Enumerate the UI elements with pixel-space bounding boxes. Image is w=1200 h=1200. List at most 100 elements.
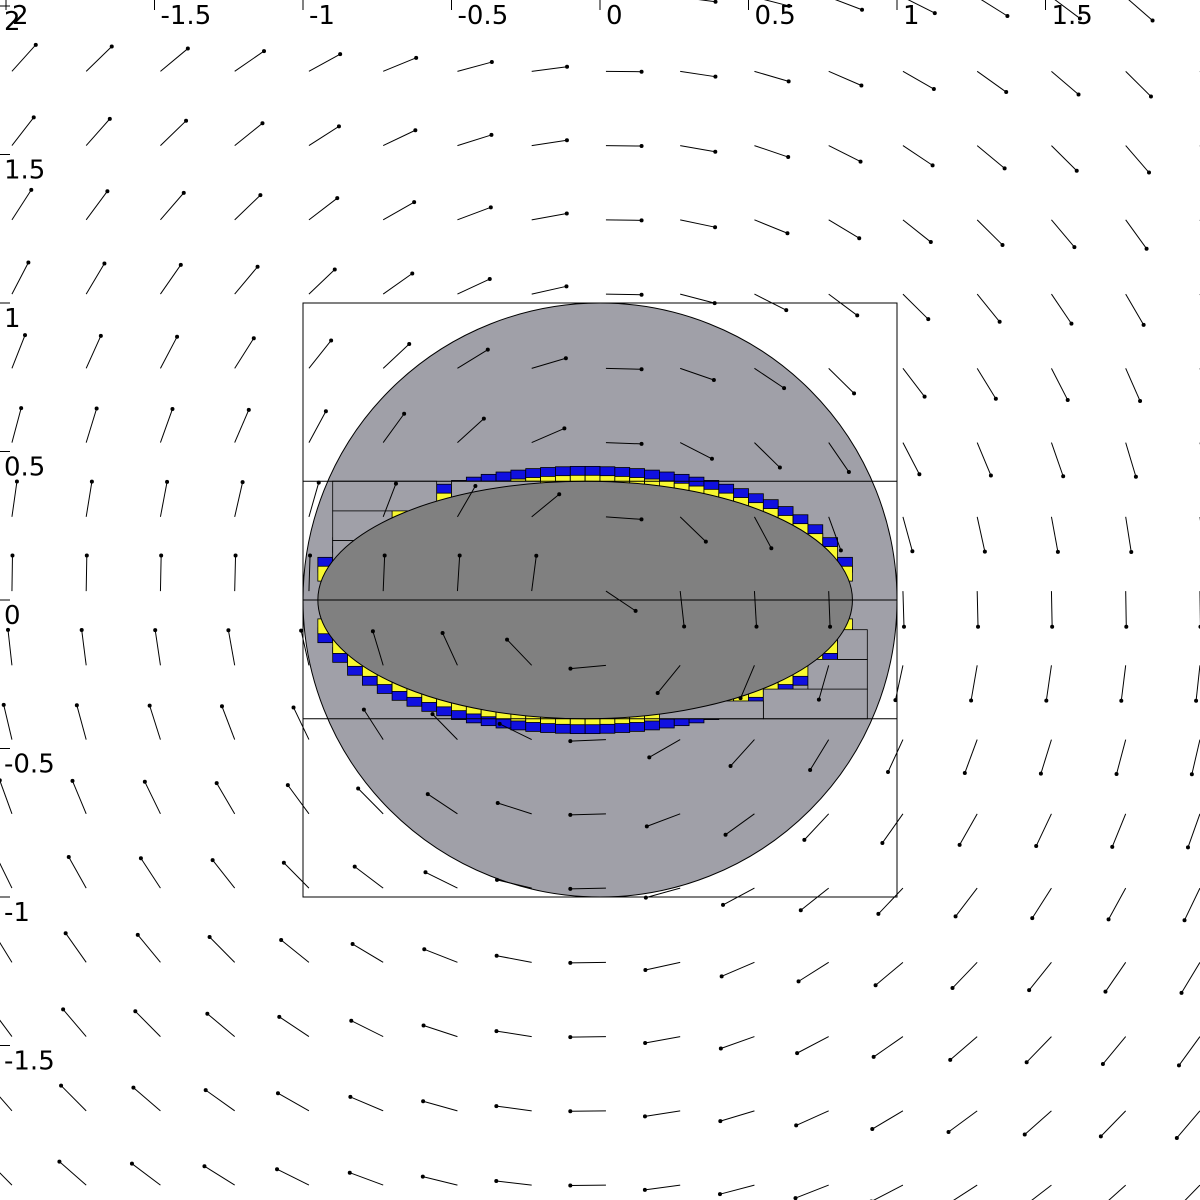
vector-arrow bbox=[350, 1096, 384, 1112]
vector-arrow-head bbox=[639, 218, 644, 223]
vector-arrow-head bbox=[210, 858, 215, 863]
vector-arrow-head bbox=[564, 284, 569, 289]
vector-arrow bbox=[959, 813, 978, 846]
vector-arrow-head bbox=[440, 630, 445, 635]
vector-arrow-head bbox=[796, 979, 801, 984]
vector-arrow bbox=[570, 664, 606, 670]
vector-arrow-head bbox=[1030, 916, 1035, 921]
vector-arrow bbox=[85, 46, 113, 72]
vector-arrow-head bbox=[138, 856, 143, 861]
vector-arrow bbox=[72, 780, 87, 815]
vector-arrow-head bbox=[1022, 1132, 1027, 1137]
vector-arrow-head bbox=[777, 465, 782, 470]
vector-arrow bbox=[754, 293, 787, 311]
vector-arrow-head bbox=[59, 1083, 64, 1088]
y-tick-label: 0.5 bbox=[4, 453, 45, 483]
vector-arrow-head bbox=[279, 938, 284, 943]
vector-arrow bbox=[159, 555, 162, 592]
vector-arrow bbox=[1040, 739, 1052, 774]
vector-arrow-head bbox=[361, 707, 366, 712]
vector-arrow-head bbox=[153, 628, 158, 633]
vector-arrow-head bbox=[718, 1119, 723, 1124]
vector-arrow bbox=[382, 201, 415, 221]
x-tick-label: 1 bbox=[903, 1, 920, 31]
vector-arrow bbox=[308, 340, 332, 369]
vector-arrow-head bbox=[19, 406, 24, 411]
vector-arrow-head bbox=[1074, 168, 1079, 173]
vector-arrow bbox=[352, 943, 384, 963]
vector-arrow-head bbox=[494, 953, 499, 958]
vector-arrow bbox=[531, 493, 560, 518]
vector-arrow bbox=[645, 1036, 681, 1044]
vector-arrow bbox=[422, 1100, 458, 1112]
vector-arrow-head bbox=[794, 1123, 799, 1128]
vector-arrow-head bbox=[568, 739, 573, 744]
vector-arrow-head bbox=[893, 698, 898, 703]
vector-arrow-head bbox=[423, 870, 428, 875]
vector-arrow-head bbox=[281, 860, 286, 865]
vector-arrow-head bbox=[784, 308, 789, 313]
vector-arrow-head bbox=[1189, 772, 1194, 777]
vector-arrow-head bbox=[170, 407, 175, 412]
vector-arrow bbox=[85, 481, 93, 517]
vector-arrow bbox=[85, 335, 102, 369]
vector-arrow bbox=[1051, 70, 1079, 95]
vector-arrow-head bbox=[703, 539, 708, 544]
vector-arrow bbox=[383, 57, 417, 72]
vector-arrow bbox=[382, 555, 386, 592]
vector-arrow bbox=[531, 213, 567, 221]
vector-arrow bbox=[134, 1010, 161, 1037]
vector-arrow bbox=[754, 145, 789, 158]
vector-arrow bbox=[753, 591, 757, 627]
vector-arrow-head bbox=[1098, 1134, 1103, 1139]
vector-arrow-head bbox=[838, 548, 843, 553]
vector-arrow-head bbox=[568, 960, 573, 965]
x-tick-label: -0.5 bbox=[458, 1, 509, 31]
vector-arrow-head bbox=[421, 1023, 426, 1028]
vector-arrow-head bbox=[562, 426, 567, 431]
vector-arrow-head bbox=[633, 608, 638, 613]
vector-arrow-head bbox=[329, 338, 334, 343]
vector-arrow-head bbox=[489, 132, 494, 137]
vector-arrow-head bbox=[993, 396, 998, 401]
vector-arrow bbox=[287, 784, 310, 815]
vector-arrow-head bbox=[639, 367, 644, 372]
vector-arrow bbox=[457, 134, 492, 147]
vector-arrow-head bbox=[84, 553, 89, 558]
vector-arrow bbox=[679, 516, 707, 542]
vector-arrow-head bbox=[6, 627, 11, 632]
vector-arrow bbox=[234, 409, 250, 443]
vector-arrow-head bbox=[1133, 474, 1138, 479]
vector-arrow bbox=[422, 1176, 458, 1186]
grid-cell bbox=[332, 480, 438, 512]
vector-arrow-head bbox=[205, 1011, 210, 1016]
vector-arrow-head bbox=[1027, 988, 1032, 993]
vector-arrow-head bbox=[1185, 845, 1190, 850]
vector-arrow-head bbox=[14, 479, 19, 484]
vector-arrow bbox=[953, 1184, 978, 1200]
vector-arrow-head bbox=[1176, 1063, 1181, 1068]
vector-arrow bbox=[205, 1089, 235, 1112]
vector-arrow-head bbox=[1182, 918, 1187, 923]
vector-arrow-head bbox=[181, 190, 186, 195]
vector-arrow bbox=[872, 1110, 904, 1130]
vector-arrow bbox=[154, 630, 161, 666]
vector-arrow bbox=[902, 70, 935, 90]
vector-arrow-head bbox=[494, 1104, 499, 1109]
vector-arrow-head bbox=[910, 549, 915, 554]
vector-arrow bbox=[828, 367, 855, 394]
vector-arrow-head bbox=[422, 947, 427, 952]
vector-arrow bbox=[902, 442, 920, 475]
vector-arrow bbox=[809, 739, 830, 771]
vector-arrow bbox=[456, 555, 461, 592]
vector-arrow-head bbox=[873, 983, 878, 988]
vector-arrow-head bbox=[852, 391, 857, 396]
vector-arrow bbox=[351, 1020, 384, 1038]
vector-arrow bbox=[680, 367, 715, 381]
vector-arrow bbox=[11, 555, 13, 592]
vector-arrow bbox=[881, 813, 904, 844]
vector-arrow-head bbox=[642, 1187, 647, 1192]
vector-arrow bbox=[159, 336, 178, 369]
vector-arrow bbox=[1116, 739, 1127, 775]
vector-arrow bbox=[283, 862, 310, 889]
